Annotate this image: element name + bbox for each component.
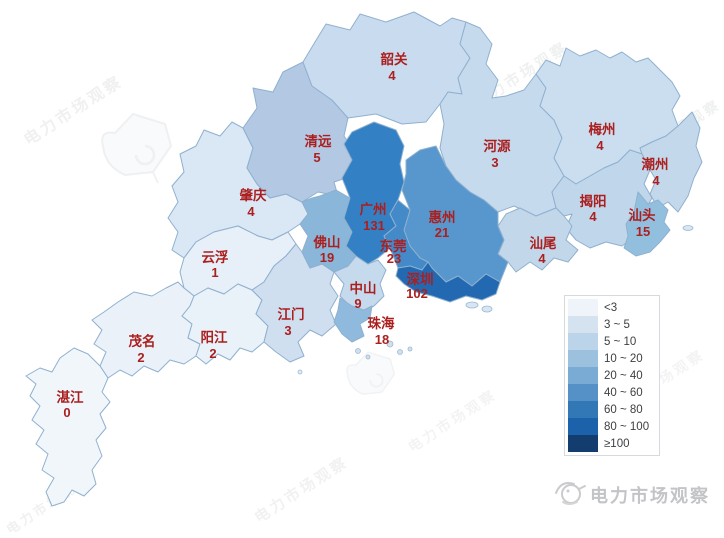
legend-row: 40 ~ 60 [568, 384, 657, 401]
region-label-zhanjiang: 湛江 [57, 389, 84, 405]
region-value-zhongshan: 9 [354, 296, 361, 311]
legend-row: 80 ~ 100 [568, 418, 657, 435]
region-label-huizhou: 惠州 [429, 209, 456, 225]
region-label-zhaoqing: 肇庆 [240, 187, 267, 203]
legend-label: 20 ~ 40 [604, 369, 643, 382]
region-value-shaoguan: 4 [388, 68, 396, 83]
region-label-shaoguan: 韶关 [381, 51, 408, 67]
region-label-zhuhai: 珠海 [368, 315, 395, 331]
island [481, 305, 493, 313]
region-yangjiang [181, 283, 269, 365]
region-label-foshan: 佛山 [313, 234, 341, 250]
legend-label: 40 ~ 60 [604, 386, 643, 399]
region-shenzhen [395, 261, 501, 303]
legend-label: 3 ~ 5 [604, 318, 630, 331]
region-value-shantou: 15 [636, 224, 650, 239]
legend-swatch [568, 367, 598, 384]
legend-swatch [568, 333, 598, 350]
region-zhuhai [333, 297, 373, 343]
region-value-zhanjiang: 0 [63, 405, 70, 420]
region-maoming [91, 281, 201, 379]
region-label-zhongshan: 中山 [350, 280, 377, 296]
region-label-chaozhou: 潮州 [642, 156, 669, 172]
region-value-zhuhai: 18 [375, 332, 389, 347]
region-value-maoming: 2 [137, 350, 144, 365]
region-value-shanwei: 4 [538, 251, 546, 266]
region-value-jieyang: 4 [589, 209, 597, 224]
legend-swatch [568, 435, 598, 452]
legend-swatch [568, 384, 598, 401]
legend-swatch [568, 418, 598, 435]
region-guangzhou [341, 121, 405, 265]
legend-row: 5 ~ 10 [568, 333, 657, 350]
region-label-maoming: 茂名 [129, 333, 156, 349]
region-label-heyuan: 河源 [484, 138, 511, 154]
region-label-jiangmen: 江门 [278, 306, 305, 322]
legend-label: 60 ~ 80 [604, 403, 643, 416]
legend-row: 20 ~ 40 [568, 367, 657, 384]
legend-row: ≥100 [568, 435, 657, 452]
region-value-zhaoqing: 4 [247, 204, 255, 219]
brand-logo-icon [555, 482, 586, 505]
region-value-heyuan: 3 [491, 155, 498, 170]
island [297, 369, 303, 375]
legend-swatch [568, 350, 598, 367]
region-value-dongguan: 23 [387, 251, 401, 266]
region-value-yangjiang: 2 [209, 346, 216, 361]
region-label-dongguan: 东莞 [380, 238, 407, 254]
region-shantou [623, 191, 671, 257]
region-value-yunfu: 1 [211, 265, 218, 280]
legend-swatch [568, 316, 598, 333]
legend-label: ≥100 [604, 437, 630, 450]
region-label-shantou: 汕头 [629, 207, 657, 223]
legend-label: 5 ~ 10 [604, 335, 637, 348]
legend-label: 10 ~ 20 [604, 352, 643, 365]
legend-swatch [568, 299, 598, 316]
legend-swatch [568, 401, 598, 418]
legend-row: 60 ~ 80 [568, 401, 657, 418]
region-label-guangzhou: 广州 [360, 201, 387, 217]
region-label-qingyuan: 清远 [305, 133, 332, 149]
region-qingyuan [242, 61, 359, 203]
region-label-shanwei: 汕尾 [530, 235, 558, 251]
brand-name: 电力市场观察 [590, 486, 710, 506]
region-value-huizhou: 21 [435, 225, 449, 240]
region-value-chaozhou: 4 [652, 173, 660, 188]
region-label-yunfu: 云浮 [202, 249, 229, 265]
region-label-shenzhen: 深圳 [407, 271, 434, 287]
island [386, 340, 394, 348]
legend-row: 10 ~ 20 [568, 350, 657, 367]
legend-label: 80 ~ 100 [604, 420, 650, 433]
region-label-yangjiang: 阳江 [201, 329, 228, 345]
legend-row: 3 ~ 5 [568, 316, 657, 333]
region-value-qingyuan: 5 [313, 150, 320, 165]
map-legend: <3 3 ~ 5 5 ~ 10 10 ~ 20 20 ~ 40 40 ~ 60 … [564, 295, 660, 456]
region-value-shenzhen: 102 [406, 286, 428, 301]
island [397, 349, 403, 355]
island [682, 225, 694, 231]
island [365, 354, 371, 360]
region-zhanjiang [25, 347, 111, 507]
region-value-meizhou: 4 [596, 138, 604, 153]
region-value-foshan: 19 [320, 250, 334, 265]
region-label-jieyang: 揭阳 [580, 193, 607, 209]
guangdong-choropleth-map: 韶关 4 清远 5 河源 3 梅州 4 潮州 4 揭阳 4 汕头 15 汕尾 4… [25, 11, 703, 507]
island [465, 301, 479, 309]
legend-row: <3 [568, 299, 657, 316]
region-value-jiangmen: 3 [284, 323, 291, 338]
island [407, 346, 413, 352]
island [355, 348, 361, 354]
region-label-meizhou: 梅州 [589, 121, 616, 137]
region-value-guangzhou: 131 [363, 218, 385, 233]
legend-label: <3 [604, 301, 618, 314]
